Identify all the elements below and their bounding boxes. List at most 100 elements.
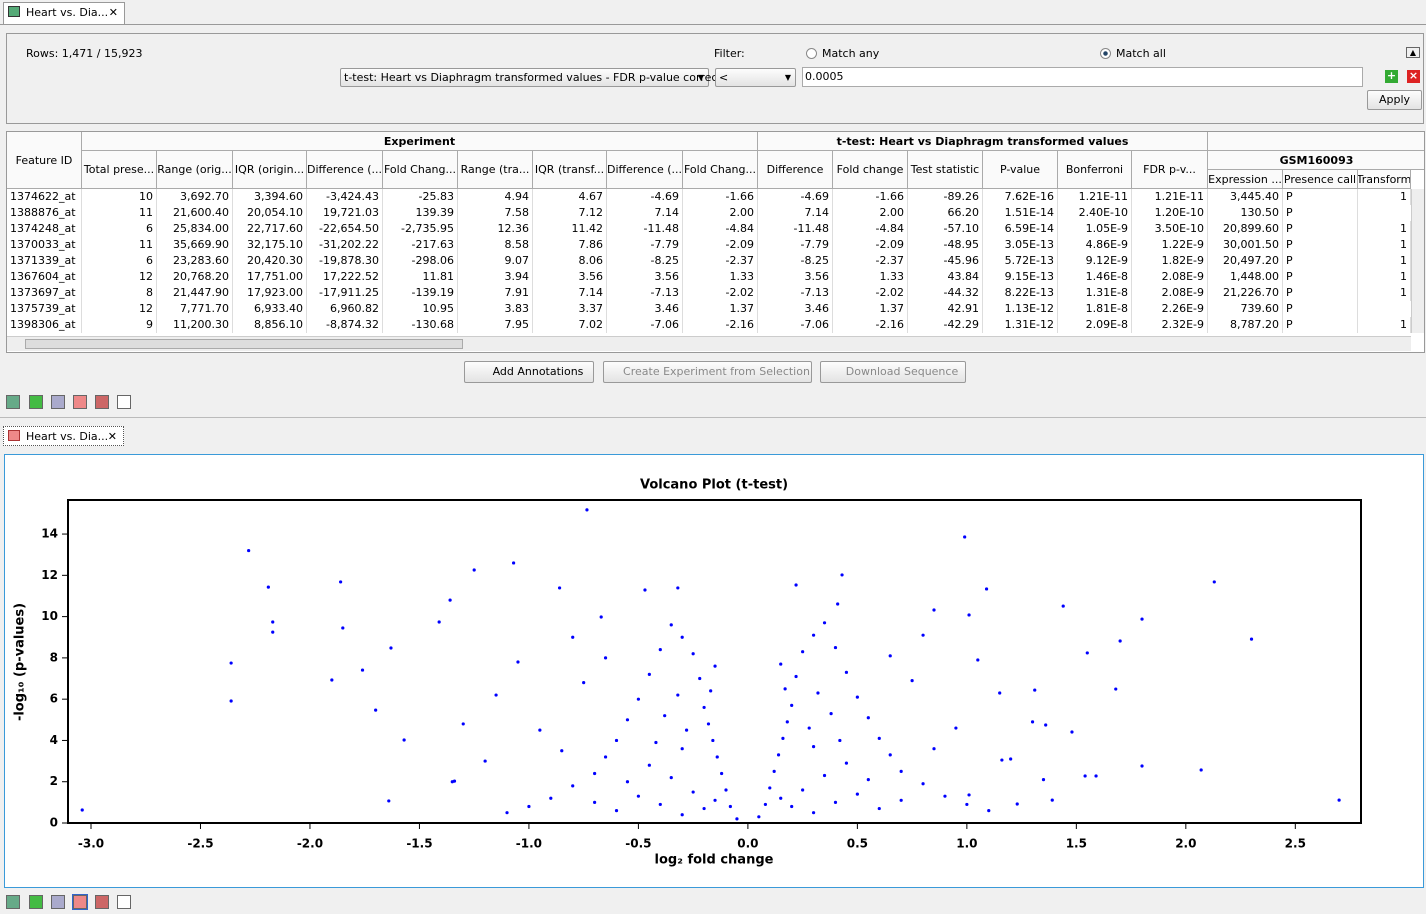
table-cell: 1.13E-12 [983, 301, 1058, 317]
point [658, 802, 662, 807]
download-sequence-button[interactable]: Download Sequence [820, 361, 966, 383]
value-input[interactable]: 0.0005 [802, 67, 1363, 87]
table-cell: 1 [1358, 221, 1411, 237]
collapse[interactable]: ▲ [1406, 47, 1420, 58]
radio-label[interactable]: Match any [822, 47, 880, 60]
point [680, 635, 684, 639]
close[interactable]: ✕ [107, 430, 117, 443]
table-cell: 20,768.20 [157, 269, 233, 285]
column-header[interactable]: FDR p-v... [1132, 151, 1208, 189]
view-icon[interactable] [117, 395, 131, 409]
point [840, 573, 844, 577]
table-cell: 6 [82, 253, 157, 269]
column-header[interactable]: IQR (transf... [533, 151, 607, 189]
apply-button[interactable]: Apply [1367, 90, 1422, 110]
column-header[interactable]: Range (orig... [157, 151, 233, 189]
table-cell: -2,735.95 [383, 221, 458, 237]
view-icon[interactable] [117, 895, 131, 909]
point [1337, 798, 1341, 802]
view-icon[interactable] [95, 395, 109, 409]
tab[interactable]: Heart vs. Dia... ✕ [3, 426, 124, 446]
column-header[interactable]: Total prese... [82, 151, 157, 189]
view-icon[interactable] [72, 894, 88, 910]
table-cell: -1.66 [683, 189, 758, 205]
point [899, 798, 903, 802]
operator-select[interactable]: < ▼ [715, 68, 796, 87]
point [647, 672, 651, 676]
tab[interactable]: Heart vs. Dia... ✕ [3, 2, 125, 24]
view-icon[interactable] [6, 395, 20, 409]
point [1050, 798, 1054, 802]
point [571, 784, 575, 788]
point [229, 661, 233, 665]
table-cell: 19,721.03 [307, 205, 383, 221]
point [599, 615, 603, 619]
table-cell: 1 [1358, 189, 1411, 205]
table-cell: -2.02 [833, 285, 908, 301]
column-header[interactable]: P-value [983, 151, 1058, 189]
table-cell: 6 [82, 221, 157, 237]
table-cell: 1.22E-9 [1132, 237, 1208, 253]
radio[interactable] [1100, 48, 1111, 59]
table-cell: 9 [82, 317, 157, 333]
table-cell: 3.50E-10 [1132, 221, 1208, 237]
column-header[interactable]: Transform [1358, 170, 1411, 189]
table-cell: 1.51E-14 [983, 205, 1058, 221]
point [560, 749, 564, 753]
column-header[interactable]: Expression ... [1208, 170, 1283, 189]
view-icon[interactable] [29, 895, 43, 909]
point [341, 626, 345, 630]
column-header[interactable]: Bonferroni [1058, 151, 1132, 189]
point [844, 670, 849, 674]
create-experiment-button[interactable]: Create Experiment from Selection [603, 361, 812, 383]
table-cell: 3.56 [758, 269, 833, 285]
column-header[interactable]: Test statistic [908, 151, 983, 189]
table-cell: 17,222.52 [307, 269, 383, 285]
column-header[interactable]: Fold change [833, 151, 908, 189]
column-select[interactable]: t-test: Heart vs Diaphragm transformed v… [340, 68, 738, 87]
point [1070, 730, 1074, 734]
x-tick-label: -2.0 [297, 837, 323, 851]
point [1114, 687, 1118, 691]
view-icon[interactable] [51, 895, 65, 909]
point [976, 658, 980, 662]
table-cell: P [1283, 317, 1358, 333]
radio[interactable] [806, 48, 817, 59]
table-cell: 7.58 [458, 205, 533, 221]
column-header[interactable]: Difference (... [607, 151, 683, 189]
view-icon[interactable] [73, 395, 87, 409]
table-cell: -130.68 [383, 317, 458, 333]
column-header[interactable]: Difference (... [307, 151, 383, 189]
point [1000, 758, 1004, 762]
table-cell: P [1283, 253, 1358, 269]
remove-filter[interactable]: × [1407, 69, 1420, 83]
y-tick-label: 10 [41, 609, 58, 623]
view-icon[interactable] [95, 895, 109, 909]
radio-label[interactable]: Match all [1116, 47, 1166, 60]
column-header[interactable]: IQR (origin... [233, 151, 307, 189]
tab-label: Heart vs. Dia... [26, 6, 109, 19]
table-cell: -2.37 [683, 253, 758, 269]
point [1140, 764, 1144, 768]
add-annotations-button[interactable]: Add Annotations [464, 361, 594, 383]
view-icon[interactable] [6, 895, 20, 909]
point [899, 769, 903, 774]
table-cell: -17,911.25 [307, 285, 383, 301]
point [1009, 757, 1013, 761]
table-cell: -7.06 [607, 317, 683, 333]
close[interactable]: ✕ [108, 6, 118, 19]
column-header[interactable]: Difference [758, 151, 833, 189]
view-icon[interactable] [51, 395, 65, 409]
column-header[interactable]: Fold Chang... [683, 151, 758, 189]
table-cell: 1.33 [683, 269, 758, 285]
table-cell: 9.12E-9 [1058, 253, 1132, 269]
column-header[interactable]: Range (tra... [458, 151, 533, 189]
table-cell: -4.69 [758, 189, 833, 205]
scroll-thumb [25, 339, 463, 349]
column-header[interactable]: Fold Chang... [383, 151, 458, 189]
point [998, 691, 1002, 695]
add-filter[interactable]: + [1385, 69, 1398, 83]
table-cell: 5.72E-13 [983, 253, 1058, 269]
column-header[interactable]: Presence call [1283, 170, 1358, 189]
view-icon[interactable] [29, 395, 43, 409]
